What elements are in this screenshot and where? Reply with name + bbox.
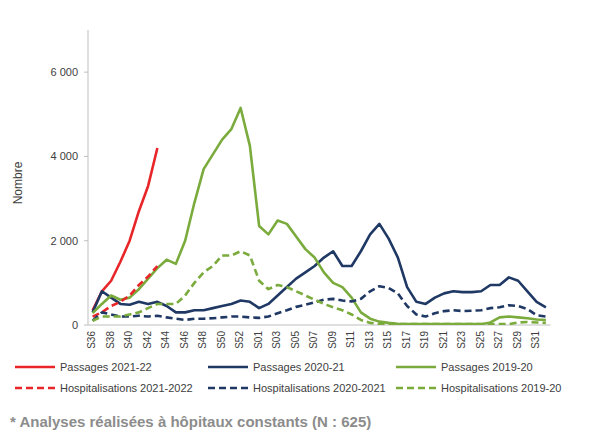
x-tick-label: S36 (86, 331, 97, 349)
x-tick-label: S01 (253, 331, 264, 349)
x-tick-label: S27 (493, 331, 504, 349)
legend-swatch (15, 387, 55, 390)
x-tick-label: S17 (401, 331, 412, 349)
x-tick-label: S05 (290, 331, 301, 349)
x-tick-label: S48 (197, 331, 208, 349)
legend-swatch (208, 387, 248, 390)
x-tick-label: S44 (160, 331, 171, 349)
y-tick-label: 2 000 (50, 235, 78, 247)
legend-label: Hospitalisations 2021-2022 (60, 382, 193, 394)
x-tick-label: S40 (123, 331, 134, 349)
x-tick-label: S15 (382, 331, 393, 349)
background (0, 0, 600, 438)
series-line (93, 224, 546, 312)
legend-swatch (396, 366, 436, 369)
x-tick-label: S38 (105, 331, 116, 349)
series-line (93, 108, 546, 324)
legend-label: Hospitalisations 2019-20 (441, 382, 561, 394)
x-tick-label: S52 (234, 331, 245, 349)
x-tick-label: S50 (216, 331, 227, 349)
x-tick-label: S23 (456, 331, 467, 349)
x-tick-label: S46 (179, 331, 190, 349)
y-tick-label: 0 (72, 319, 78, 331)
x-tick-label: S19 (419, 331, 430, 349)
x-tick-label: S21 (438, 331, 449, 349)
y-tick (84, 72, 88, 73)
y-axis-label: Nombre (11, 161, 25, 204)
footnote: * Analyses réalisées à hôpitaux constant… (10, 413, 371, 430)
y-tick (84, 240, 88, 241)
legend-swatch (396, 387, 436, 390)
y-tick (84, 325, 88, 326)
y-tick-label: 6 000 (50, 66, 78, 78)
legend-label: Passages 2019-20 (441, 361, 533, 373)
x-tick-label: S29 (512, 331, 523, 349)
x-tick-label: S13 (364, 331, 375, 349)
chart: 0 2 000 4 000 6 000 S36 S38 S40 S42 S44 S46 S48 S50… (0, 0, 600, 438)
series-line (93, 251, 546, 324)
x-tick-label: S25 (475, 331, 486, 349)
y-tick (84, 156, 88, 157)
legend-label: Hospitalisations 2020-2021 (253, 382, 386, 394)
legend-label: Passages 2020-21 (253, 361, 345, 373)
x-tick-label: S09 (327, 331, 338, 349)
x-tick-label: S31 (530, 331, 541, 349)
legend-swatch (208, 366, 248, 369)
x-tick-label: S03 (271, 331, 282, 349)
series-line (93, 148, 158, 310)
legend-label: Passages 2021-22 (60, 361, 152, 373)
y-tick-label: 4 000 (50, 150, 78, 162)
lines (93, 108, 546, 324)
x-tick-label: S42 (142, 331, 153, 349)
y-axis (88, 30, 89, 325)
x-tick-label: S07 (308, 331, 319, 349)
legend-swatch (15, 366, 55, 369)
x-tick-label: S11 (345, 331, 356, 348)
